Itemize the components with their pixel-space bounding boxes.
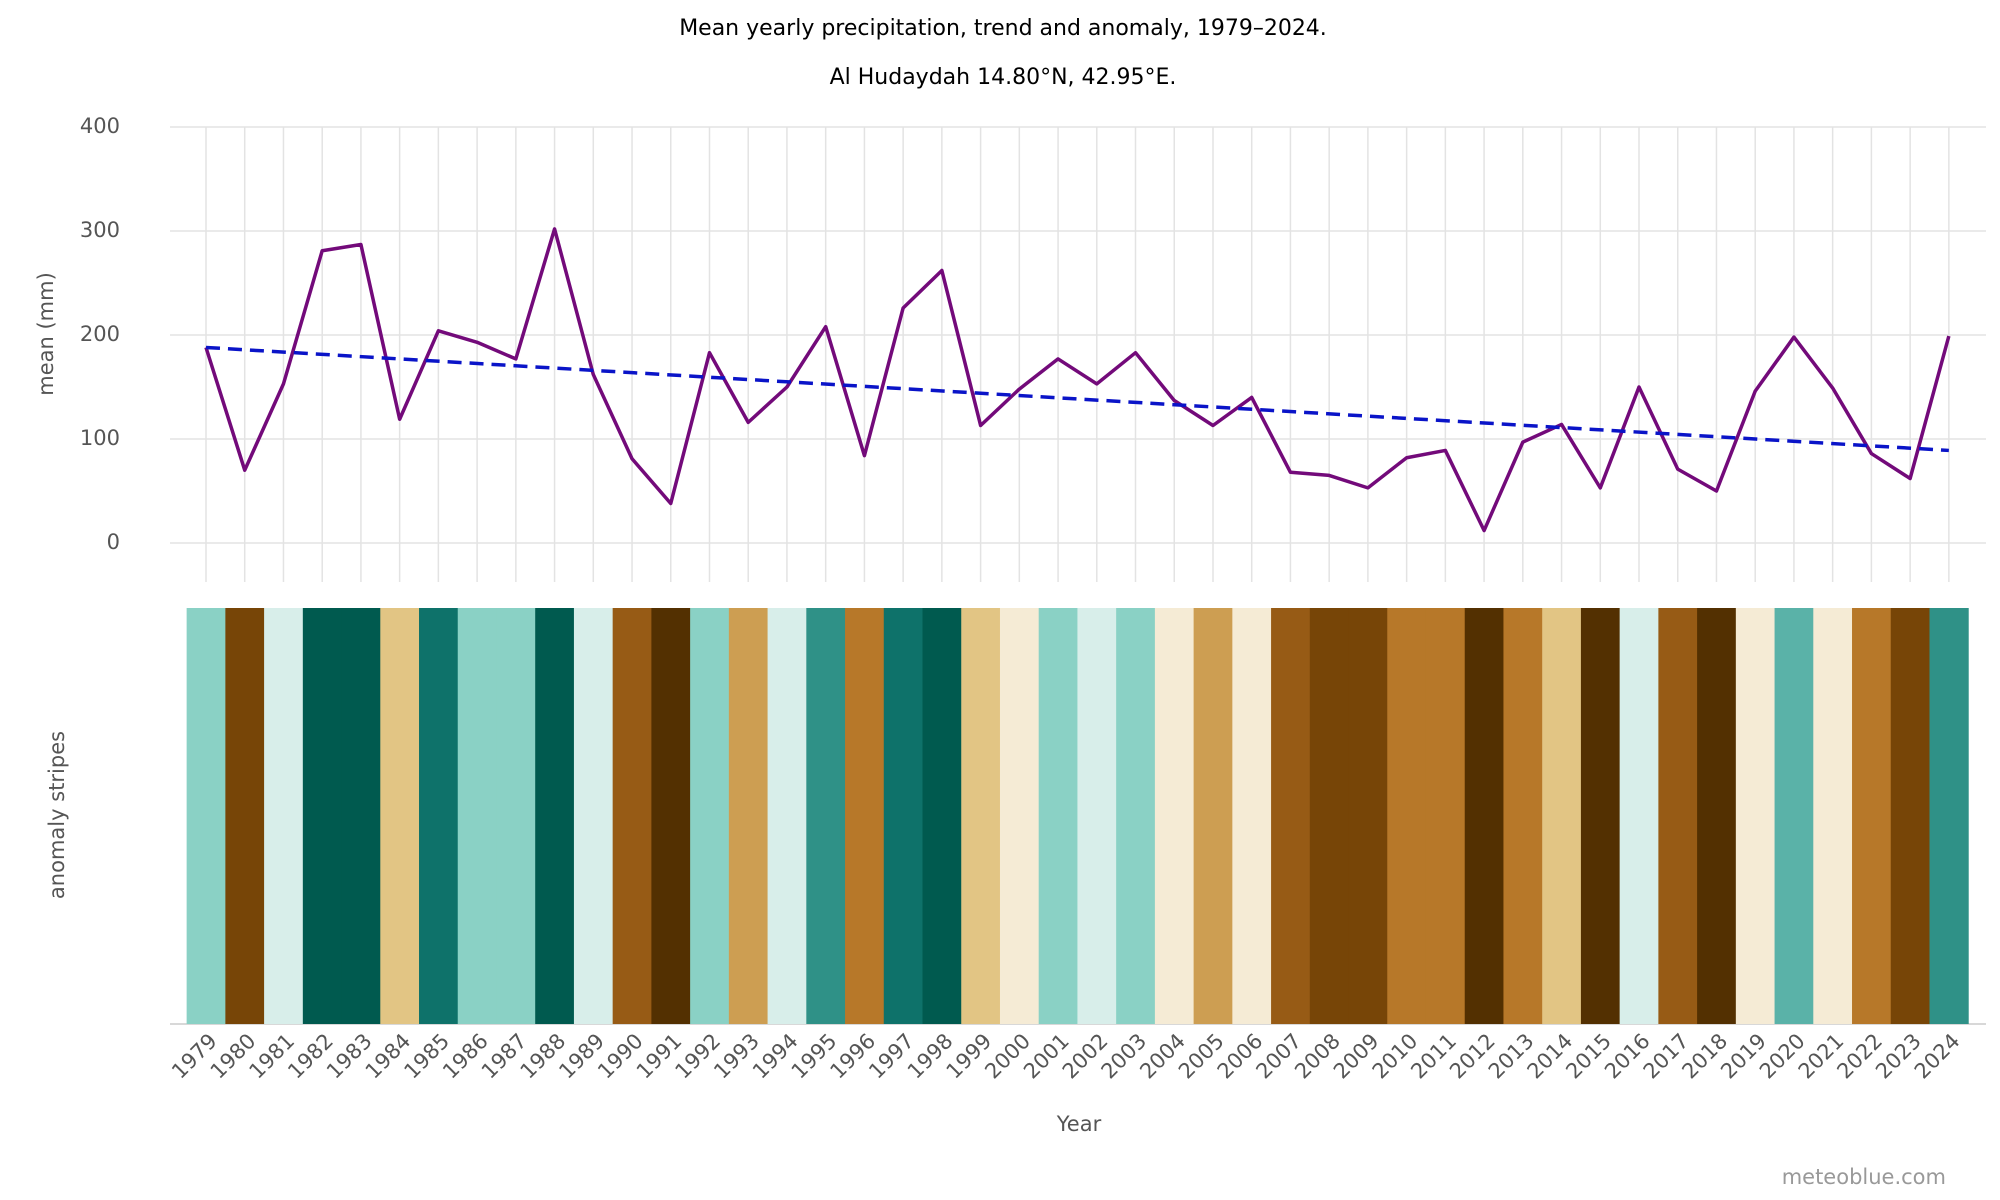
- anomaly-stripe: [845, 608, 885, 1024]
- stripes-label: anomaly stripes: [45, 731, 69, 899]
- y-tick-label: 400: [80, 114, 120, 138]
- anomaly-stripe: [612, 608, 652, 1024]
- y-axis-label: mean (mm): [34, 272, 58, 396]
- anomaly-stripe: [1542, 608, 1582, 1024]
- anomaly-stripe: [573, 608, 614, 1024]
- anomaly-stripe: [302, 608, 343, 1024]
- credit: meteoblue.com: [1782, 1165, 1946, 1189]
- anomaly-stripe: [1929, 608, 1969, 1024]
- anomaly-stripe: [264, 608, 304, 1024]
- anomaly-stripe: [1116, 608, 1156, 1024]
- anomaly-stripe: [1580, 608, 1621, 1024]
- anomaly-stripe: [1348, 608, 1388, 1024]
- anomaly-stripe: [961, 608, 1001, 1024]
- anomaly-stripe: [883, 608, 924, 1024]
- anomaly-stripe: [1232, 608, 1272, 1024]
- x-tick-label: 2024: [1910, 1029, 1965, 1084]
- anomaly-stripe: [922, 608, 962, 1024]
- anomaly-stripe: [419, 608, 459, 1024]
- y-tick-label: 0: [107, 530, 120, 554]
- anomaly-stripe: [1309, 608, 1350, 1024]
- y-tick-label: 300: [80, 218, 120, 242]
- anomaly-stripe: [1697, 608, 1737, 1024]
- anomaly-stripe: [767, 608, 807, 1024]
- anomaly-stripe: [341, 608, 381, 1024]
- anomaly-stripe: [690, 608, 730, 1024]
- anomaly-stripe: [225, 608, 265, 1024]
- x-axis-label: Year: [1056, 1112, 1102, 1136]
- anomaly-stripe: [1619, 608, 1659, 1024]
- anomaly-stripe: [1658, 608, 1698, 1024]
- anomaly-stripe: [1852, 608, 1892, 1024]
- chart-title: Mean yearly precipitation, trend and ano…: [679, 16, 1327, 41]
- anomaly-stripe: [496, 608, 536, 1024]
- anomaly-stripe: [1774, 608, 1814, 1024]
- anomaly-stripe: [1425, 608, 1466, 1024]
- y-tick-label: 200: [80, 322, 120, 346]
- precip-line: [204, 227, 1951, 533]
- anomaly-stripe: [1387, 608, 1427, 1024]
- y-tick-label: 100: [80, 426, 120, 450]
- anomaly-stripe: [1077, 608, 1117, 1024]
- anomaly-stripe: [999, 608, 1040, 1024]
- anomaly-stripe: [535, 608, 575, 1024]
- trend-line: [205, 345, 1949, 453]
- anomaly-stripe: [1464, 608, 1504, 1024]
- anomaly-stripe: [1813, 608, 1853, 1024]
- anomaly-stripe: [186, 608, 226, 1024]
- anomaly-stripe: [728, 608, 769, 1024]
- anomaly-stripe: [1271, 608, 1311, 1024]
- anomaly-stripe: [1193, 608, 1233, 1024]
- anomaly-stripe: [1503, 608, 1543, 1024]
- anomaly-stripe: [457, 608, 497, 1024]
- anomaly-stripe: [806, 608, 846, 1024]
- chart-subtitle: Al Hudaydah 14.80°N, 42.95°E.: [830, 65, 1177, 90]
- anomaly-stripe: [1735, 608, 1776, 1024]
- anomaly-stripe: [651, 608, 691, 1024]
- anomaly-stripe: [1154, 608, 1195, 1024]
- anomaly-stripe: [380, 608, 420, 1024]
- anomaly-stripe: [1890, 608, 1930, 1024]
- anomaly-stripe: [1038, 608, 1078, 1024]
